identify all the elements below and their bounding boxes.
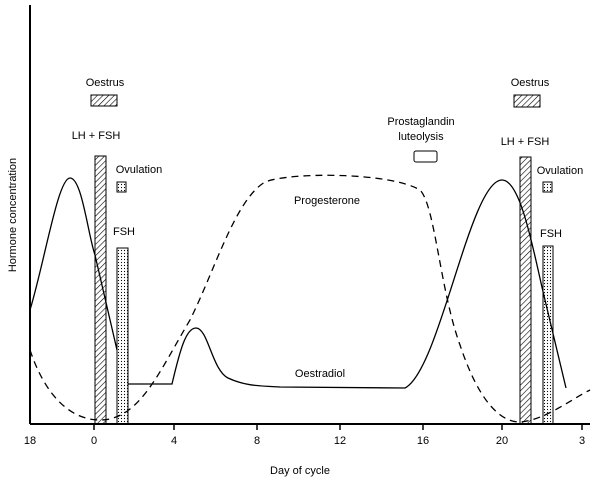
fsh-bar — [542, 245, 554, 425]
tick-label: 16 — [417, 435, 429, 447]
label: LH + FSH — [72, 130, 121, 142]
lh-fsh-bar — [94, 155, 107, 425]
label: luteolysis — [398, 131, 444, 143]
label: Ovulation — [116, 164, 162, 176]
tick-label: 0 — [91, 435, 97, 447]
label: FSH — [540, 228, 562, 240]
ovulation-box — [542, 181, 553, 193]
label: Oestrus — [511, 77, 550, 89]
x-axis-label: Day of cycle — [270, 465, 330, 477]
axes — [29, 5, 590, 430]
tick-label: 12 — [334, 435, 346, 447]
tick-label: 18 — [24, 435, 36, 447]
oestradiol-curve — [29, 177, 567, 389]
fsh-bar — [116, 247, 129, 425]
label: Oestradiol — [295, 368, 345, 380]
x-ticks: 18 0 4 8 12 16 20 3 — [24, 435, 585, 447]
progesterone-curve — [29, 174, 591, 423]
label: FSH — [113, 226, 135, 238]
label: Progesterone — [294, 195, 360, 207]
ovulation-box — [116, 181, 127, 193]
lh-fsh-bar — [519, 156, 532, 425]
label: Ovulation — [537, 165, 583, 177]
label: Oestrus — [86, 77, 125, 89]
label: Prostaglandin — [387, 116, 454, 128]
label: LH + FSH — [501, 136, 550, 148]
tick-label: 3 — [579, 435, 585, 447]
y-axis-label: Hormone concentration — [7, 158, 19, 272]
oestrus-box — [90, 94, 118, 107]
tick-label: 4 — [171, 435, 177, 447]
tick-label: 8 — [254, 435, 260, 447]
oestrus-box — [513, 94, 541, 108]
luteolysis-box — [413, 150, 438, 163]
tick-label: 20 — [496, 435, 508, 447]
